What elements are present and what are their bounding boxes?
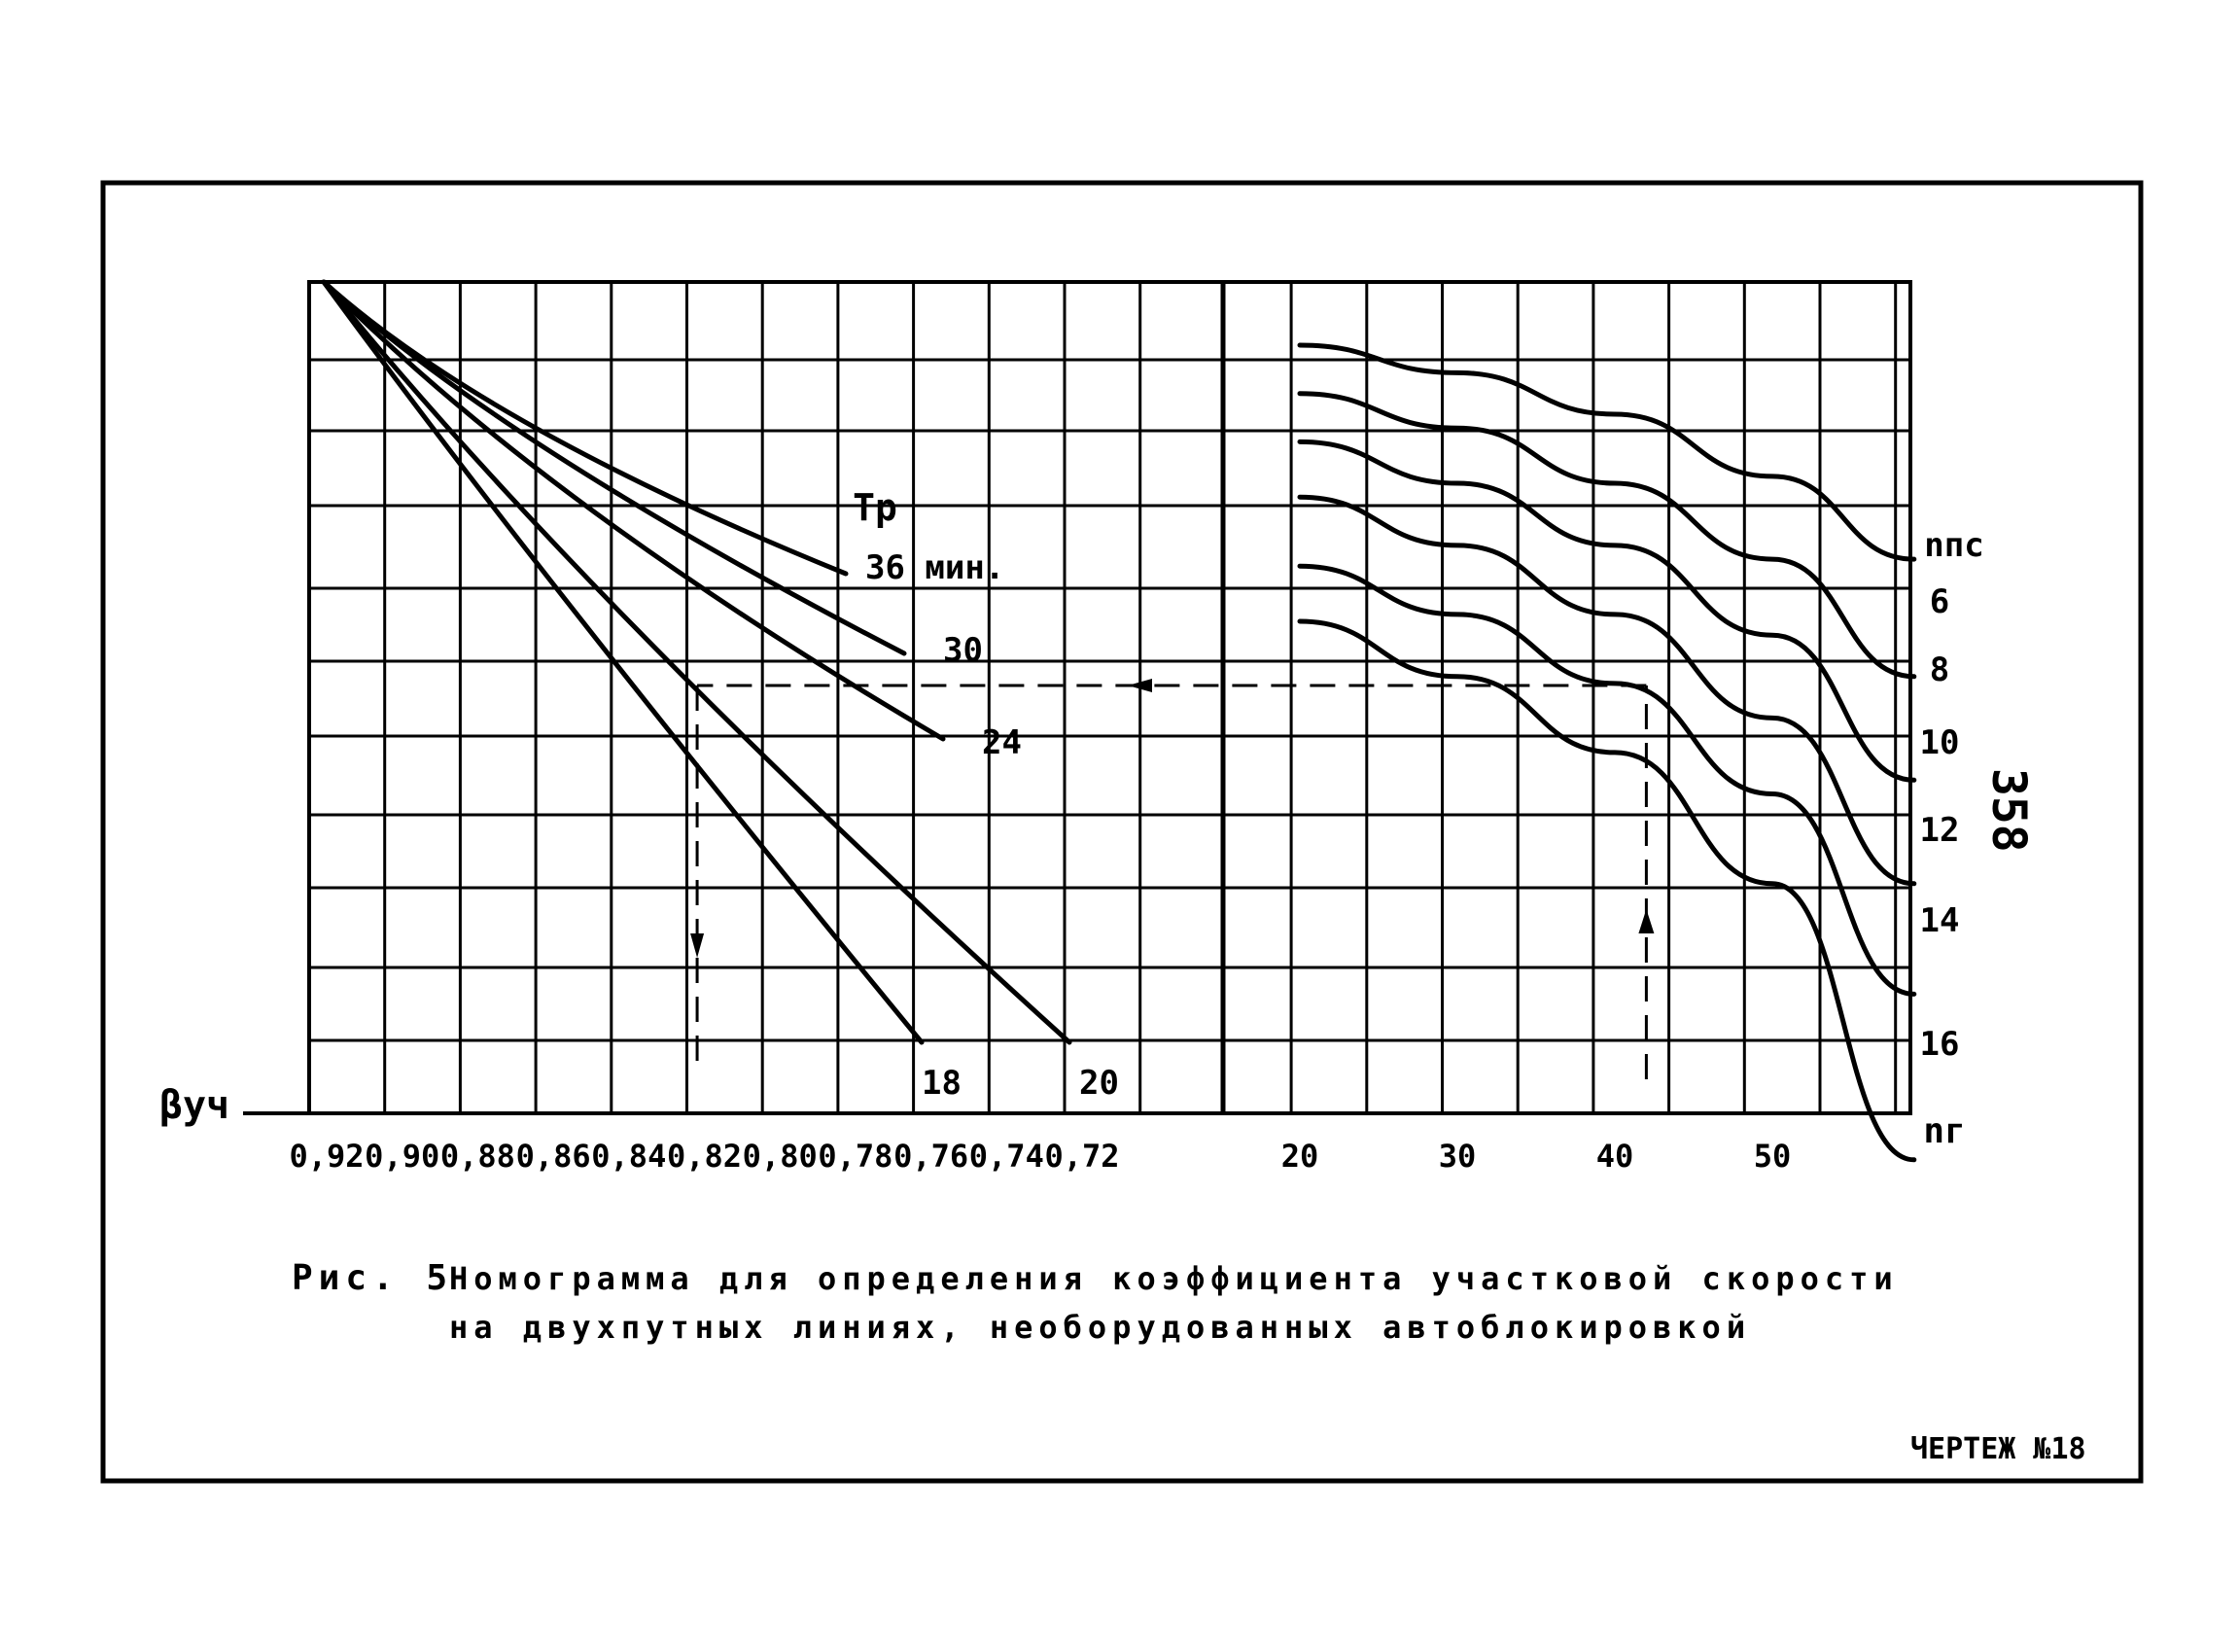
axis-label-beta: βуч — [159, 1083, 229, 1128]
curve-nps-8 — [1297, 391, 1917, 680]
param-label-nps: nпс — [1924, 526, 1983, 565]
param-value-nps: 8 — [1930, 650, 1949, 689]
curve-label-tp: 30 — [943, 631, 983, 670]
curve-label-tp: 18 — [922, 1064, 962, 1103]
caption-number: Рис. 5 — [292, 1258, 453, 1298]
param-value-nps: 10 — [1920, 723, 1960, 762]
x-tick-beta: 0,78 — [818, 1138, 892, 1175]
x-tick-ng: 40 — [1596, 1138, 1634, 1175]
param-label-tp: Tp — [853, 486, 897, 529]
arrow-up-icon — [1638, 909, 1655, 933]
curve-nps-16 — [1297, 618, 1917, 1163]
caption-line1: Номограмма для определения коэффициента … — [449, 1260, 1899, 1297]
curve-tp-18 — [321, 279, 925, 1045]
x-tick-ng: 20 — [1281, 1138, 1319, 1175]
arrow-down-icon — [690, 933, 705, 958]
caption-line2: на двухпутных линиях, необорудованных ав… — [449, 1309, 1751, 1346]
x-tick-beta: 0,80 — [743, 1138, 818, 1175]
x-tick-beta: 0,86 — [516, 1138, 591, 1175]
arrow-left-icon — [1128, 679, 1152, 692]
curve-tp-20 — [321, 279, 1072, 1045]
example-path — [690, 679, 1655, 1079]
x-tick-beta: 0,88 — [440, 1138, 515, 1175]
page-number: 358 — [1981, 768, 2036, 853]
curve-tp-36 — [321, 279, 849, 577]
x-tick-beta: 0,72 — [1044, 1138, 1119, 1175]
curve-label-tp: 36 мин. — [865, 548, 1004, 587]
x-tick-beta: 0,90 — [365, 1138, 439, 1175]
curve-tp-30 — [321, 279, 907, 656]
curve-nps-10 — [1297, 439, 1917, 783]
param-value-nps: 16 — [1920, 1025, 1960, 1064]
x-tick-beta: 0,82 — [667, 1138, 742, 1175]
x-tick-ng: 30 — [1439, 1138, 1477, 1175]
x-tick-beta: 0,76 — [893, 1138, 968, 1175]
param-value-nps: 12 — [1920, 811, 1960, 850]
nomogram-labels: 0,92 0,90 0,88 0,86 0,84 0,82 0,80 0,78 0,76 0,74… — [159, 486, 1984, 1175]
drawing-label: ЧЕРТЕЖ №18 — [1910, 1432, 2086, 1466]
nomogram-curves — [321, 279, 1917, 1163]
x-tick-ng: 50 — [1754, 1138, 1792, 1175]
curve-nps-12 — [1297, 494, 1917, 887]
nomogram-grid — [243, 280, 1912, 1115]
curve-nps-14 — [1297, 563, 1917, 997]
x-tick-beta: 0,92 — [289, 1138, 364, 1175]
curve-label-tp: 24 — [982, 723, 1022, 762]
param-value-nps: 14 — [1920, 901, 1960, 940]
curve-tp-24 — [321, 279, 946, 742]
outer-frame — [100, 180, 2144, 1484]
axis-label-ng: nг — [1923, 1111, 1965, 1151]
chart-frame — [307, 280, 1912, 1115]
curve-nps-6 — [1297, 342, 1917, 562]
param-value-nps: 6 — [1930, 582, 1949, 621]
curve-label-tp: 20 — [1079, 1064, 1119, 1103]
x-tick-beta: 0,84 — [591, 1138, 666, 1175]
x-tick-beta: 0,74 — [969, 1138, 1044, 1175]
